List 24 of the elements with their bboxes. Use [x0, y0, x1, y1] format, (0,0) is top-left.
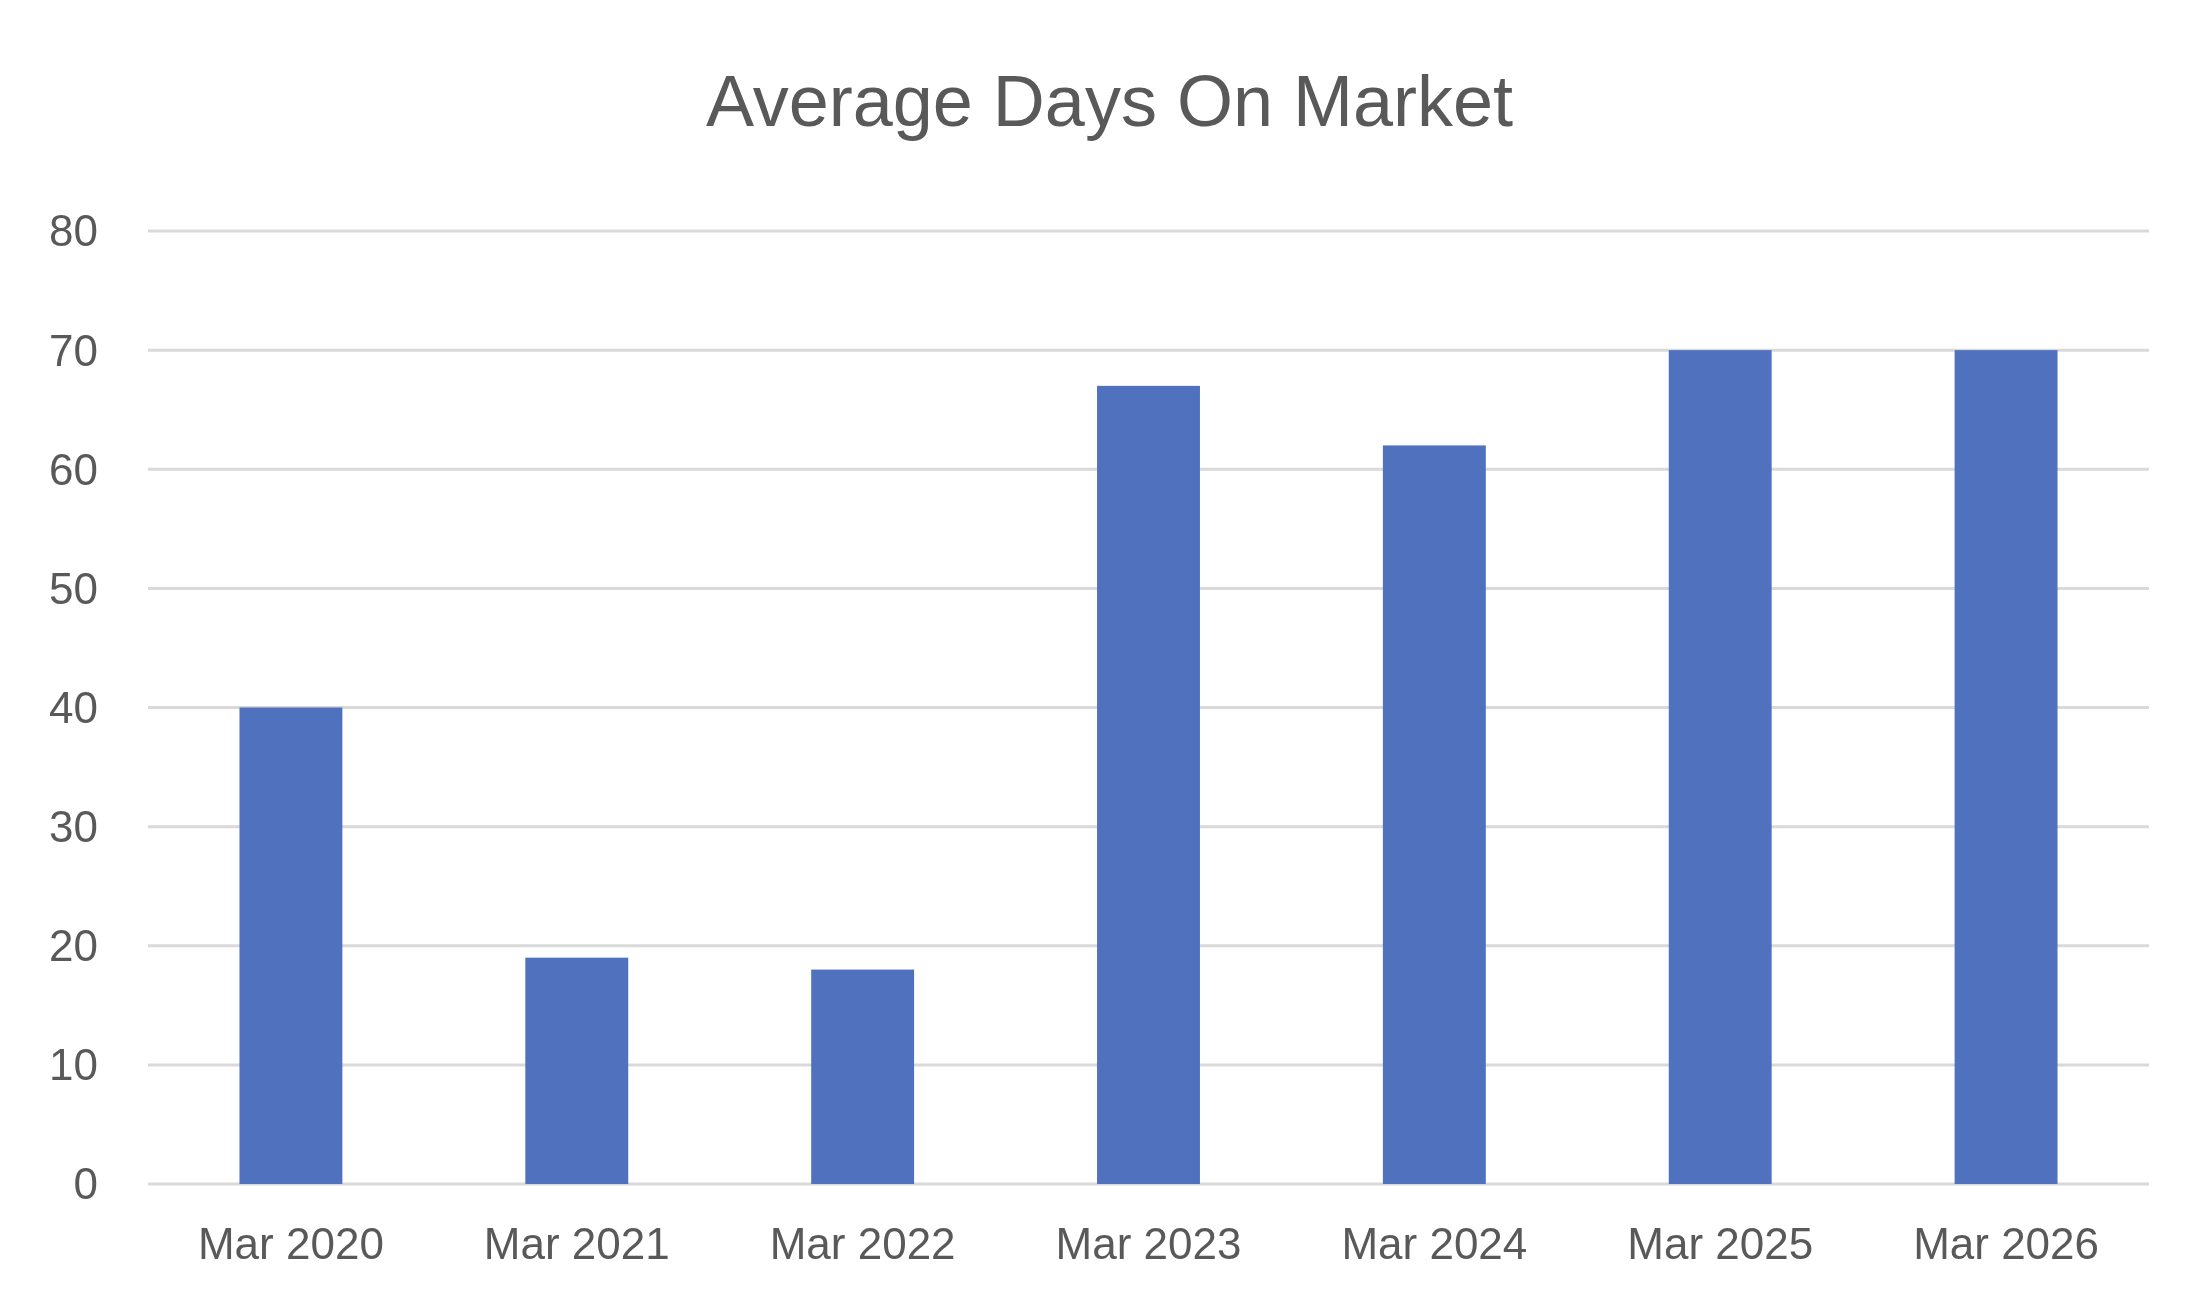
- chart-title: Average Days On Market: [705, 61, 1514, 141]
- bar: [811, 969, 915, 1184]
- bar: [1668, 350, 1772, 1184]
- y-tick-label: 30: [49, 802, 98, 852]
- x-tick-label: Mar 2020: [197, 1219, 384, 1268]
- bar: [1954, 350, 2058, 1184]
- y-tick-label: 70: [49, 325, 98, 375]
- y-tick-label: 10: [49, 1040, 98, 1090]
- x-tick-label: Mar 2023: [1055, 1219, 1242, 1268]
- x-tick-label: Mar 2022: [769, 1219, 956, 1268]
- bar: [239, 707, 343, 1184]
- bar: [1382, 445, 1486, 1184]
- bar: [1097, 385, 1200, 1184]
- x-tick-label: Mar 2025: [1627, 1219, 1814, 1268]
- y-tick-label: 50: [49, 563, 98, 613]
- y-tick-label: 40: [49, 682, 98, 732]
- y-tick-label: 0: [73, 1159, 98, 1209]
- y-tick-label: 80: [49, 206, 98, 256]
- x-tick-label: Mar 2021: [483, 1219, 670, 1268]
- bar: [525, 957, 629, 1184]
- y-tick-label: 60: [49, 444, 98, 494]
- y-tick-label: 20: [49, 921, 98, 971]
- x-tick-label: Mar 2026: [1913, 1219, 2100, 1268]
- x-tick-label: Mar 2024: [1341, 1219, 1528, 1268]
